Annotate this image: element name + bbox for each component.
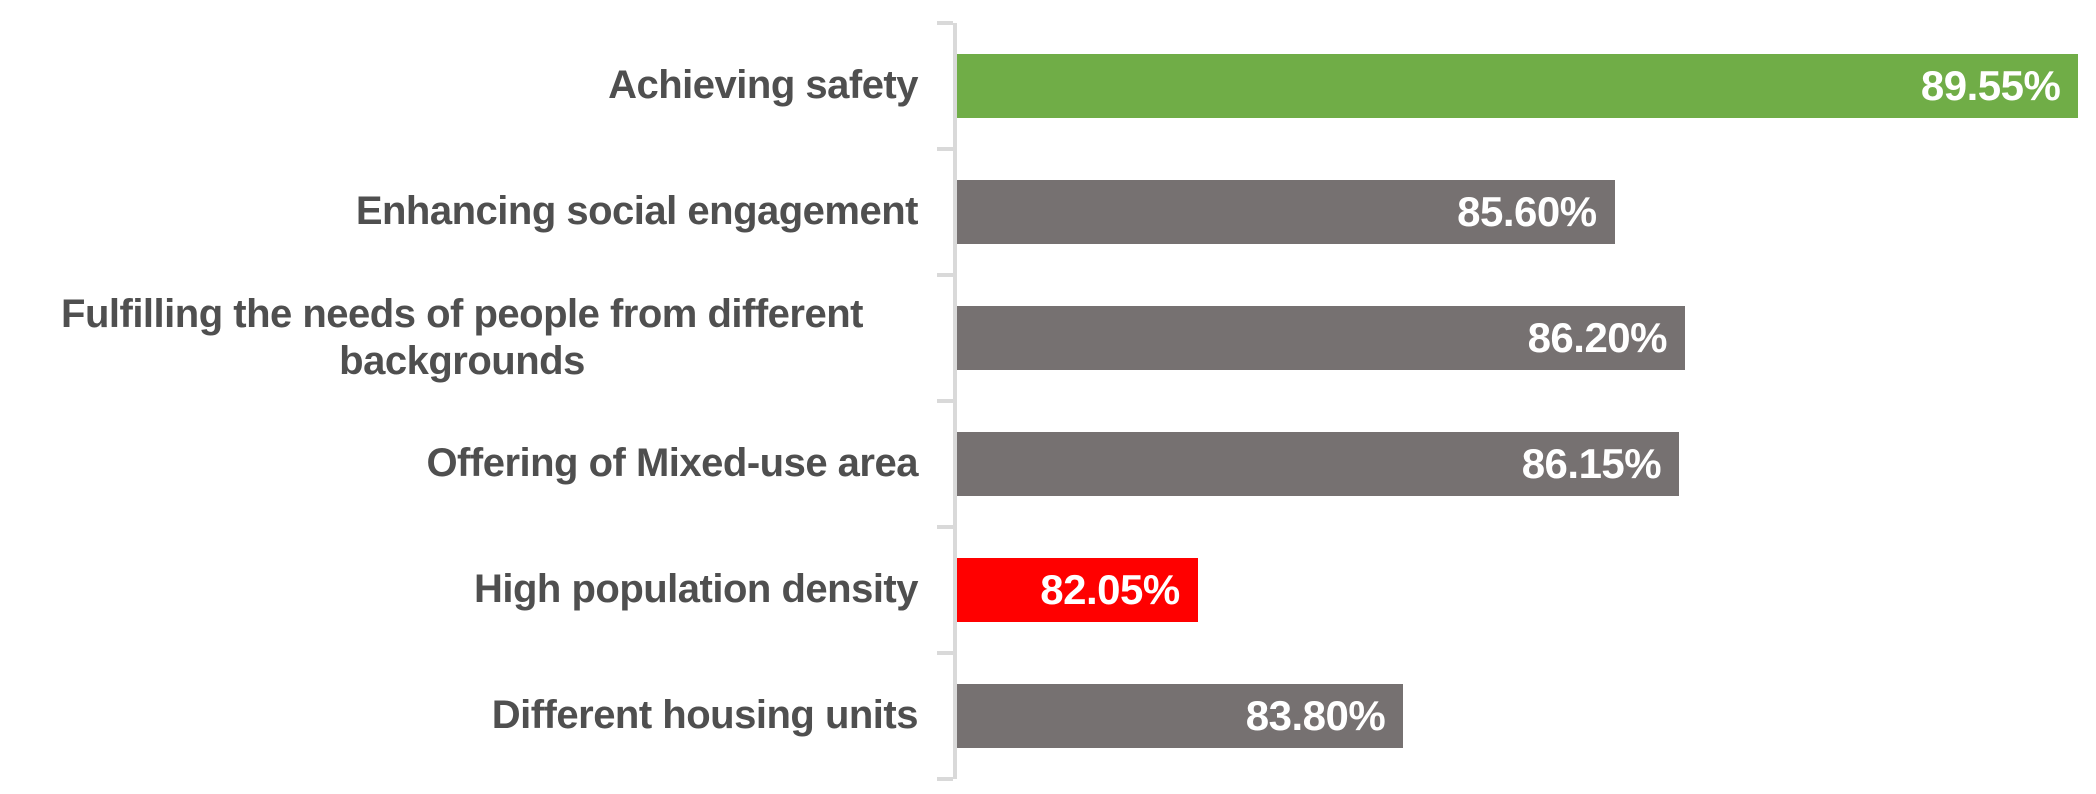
plot-area: 86.20%	[957, 275, 2096, 401]
chart-row: Achieving safety 89.55%	[0, 23, 2096, 149]
plot-area: 89.55%	[957, 23, 2096, 149]
bar: 82.05%	[957, 558, 1198, 622]
value-label: 83.80%	[1245, 692, 1386, 739]
value-label: 82.05%	[1040, 566, 1180, 613]
plot-area: 83.80%	[957, 653, 2096, 779]
bar: 86.15%	[957, 432, 1680, 496]
category-label: Enhancing social engagement	[355, 189, 919, 234]
axis-tick	[937, 651, 953, 655]
category-label-cell: High population density	[0, 527, 953, 653]
chart-row: Fulfilling the needs of people from diff…	[0, 275, 2096, 401]
bar: 86.20%	[957, 306, 1686, 370]
category-label: Fulfilling the needs of people from diff…	[61, 291, 863, 383]
plot-area: 82.05%	[957, 527, 2096, 653]
category-label-cell: Fulfilling the needs of people from diff…	[0, 275, 953, 401]
axis-tick	[937, 147, 953, 151]
value-label: 85.60%	[1457, 188, 1597, 235]
bar: 85.60%	[957, 180, 1615, 244]
chart-row: Enhancing social engagement 85.60%	[0, 149, 2096, 275]
value-label: 89.55%	[1920, 62, 2061, 109]
bar-chart-rows: Achieving safety 89.55% Enhancing social e…	[0, 23, 2096, 779]
bar: 89.55%	[957, 54, 2079, 118]
category-label: Offering of Mixed-use area	[426, 441, 918, 486]
chart-row: Offering of Mixed-use area 86.15%	[0, 401, 2096, 527]
axis-tick	[937, 777, 953, 781]
plot-area: 86.15%	[957, 401, 2096, 527]
chart-row: High population density 82.05%	[0, 527, 2096, 653]
category-label: Achieving safety	[608, 63, 918, 108]
category-label-cell: Different housing units	[0, 653, 953, 779]
axis-tick	[937, 399, 953, 403]
category-label-cell: Achieving safety	[0, 23, 953, 149]
chart-row: Different housing units 83.80%	[0, 653, 2096, 779]
category-label-cell: Enhancing social engagement	[0, 149, 953, 275]
value-label: 86.20%	[1527, 314, 1668, 361]
axis-tick	[937, 273, 953, 277]
axis-tick	[937, 525, 953, 529]
value-label: 86.15%	[1521, 440, 1662, 487]
axis-tick	[937, 21, 953, 25]
plot-area: 85.60%	[957, 149, 2096, 275]
category-label: High population density	[473, 567, 919, 612]
category-label-cell: Offering of Mixed-use area	[0, 401, 953, 527]
category-label: Different housing units	[491, 693, 919, 738]
category-axis-line	[953, 23, 957, 779]
bar: 83.80%	[957, 684, 1404, 748]
